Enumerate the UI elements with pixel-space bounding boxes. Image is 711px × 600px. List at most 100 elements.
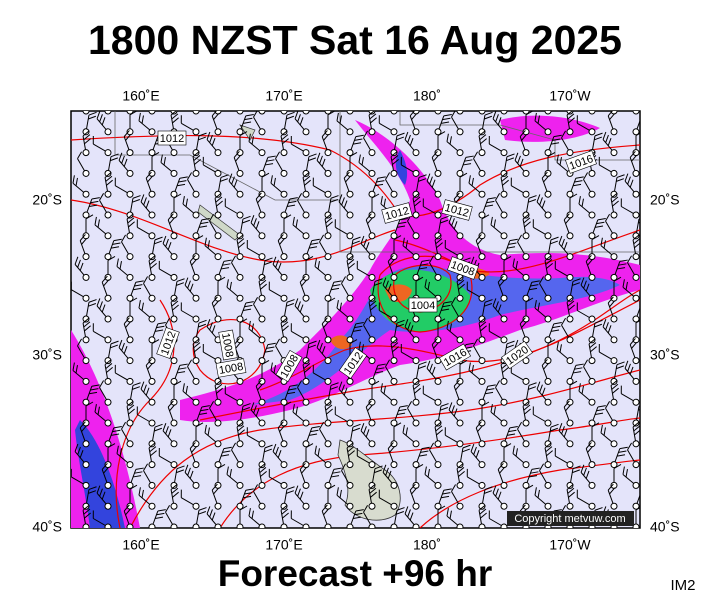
wind-barb [422,198,442,219]
wind-barb [82,299,97,323]
barb-station [434,440,442,448]
barb-station [588,377,596,385]
barb-station [412,190,420,198]
barb-flag [275,338,280,347]
barb-flag [211,296,218,304]
barb-flag [656,471,664,476]
barb-flag [386,97,394,105]
wind-barb [566,111,574,115]
barb-flag [558,423,563,431]
barb-flag [273,365,276,374]
barb-flag [330,475,340,478]
barb-flag [538,89,546,96]
barb-flag [163,157,166,166]
barb-flag [75,365,78,374]
barb-flag [244,304,253,308]
barb-flag [627,442,632,451]
barb-station [302,253,310,261]
barb-flag [128,221,135,228]
barb-flag [486,200,495,204]
barb-flag [286,391,296,395]
barb-station [412,169,420,177]
barb-station [126,211,134,219]
barb-flag [226,279,229,288]
barb-station [302,190,310,198]
barb-flag [594,507,603,511]
barb-flag [339,302,342,311]
barb-flag [563,213,570,221]
barb-flag [140,194,145,203]
wind-barb [544,151,556,177]
barb-flag [457,279,465,286]
barb-station [192,294,200,302]
barb-flag [141,489,144,498]
wind-barb [638,240,664,261]
barb-flag [169,217,176,224]
barb-station [544,111,552,115]
barb-flag [330,287,340,291]
barb-station [258,111,266,115]
barb-flag [200,221,209,225]
barb-flag [352,236,361,241]
wind-barb [434,421,443,448]
barb-flag [635,132,640,137]
barb-flag [561,130,566,139]
wind-barb [236,113,254,136]
barb-station [302,419,310,427]
barb-flag [154,329,164,332]
barb-flag [299,275,306,283]
barb-flag [154,236,163,241]
wind-barb [620,385,640,406]
barb-station [522,253,530,261]
barb-staff [269,111,285,112]
wind-barb [314,445,332,469]
barb-flag [631,154,638,162]
wind-barb [645,485,666,511]
barb-flag [145,171,152,179]
wind-barb [467,111,486,115]
barb-flag [91,384,100,387]
barb-station [126,357,134,365]
barb-flag [236,421,244,428]
wind-barb [192,405,210,427]
barb-flag [515,448,518,457]
wind-barb [610,276,622,302]
wind-barb [431,338,442,365]
barb-flag [88,111,97,116]
barb-flag [418,361,427,366]
barb-flag [224,92,232,100]
barb-flag [88,204,98,208]
barb-flag [622,279,625,288]
barb-flag [355,509,364,512]
wind-barb [192,319,207,344]
barb-flag [498,93,506,99]
wind-barbs [71,89,666,528]
barb-flag [91,197,100,200]
barb-station [522,273,530,281]
wind-barb [645,297,666,323]
barb-flag [619,446,628,450]
barb-flag [204,237,207,246]
barb-flag [297,114,301,123]
barb-flag [319,155,323,164]
barb-flag [301,466,308,474]
wind-barb [184,277,200,302]
wind-barb [632,319,640,344]
wind-barb [368,483,377,510]
wind-barb [101,462,112,489]
wind-barb [622,279,640,302]
barb-station [82,502,90,510]
barb-station [412,461,420,469]
barb-flag [333,280,342,283]
barb-flag [539,463,544,471]
barb-flag [94,216,97,225]
barb-flag [226,466,229,475]
barb-station [500,253,508,261]
barb-flag [279,425,286,432]
wind-barb [297,193,310,219]
barb-flag [605,322,609,331]
barb-flag [537,302,540,311]
barb-station [104,357,112,365]
barb-flag [179,176,188,179]
wind-barb [627,255,640,281]
